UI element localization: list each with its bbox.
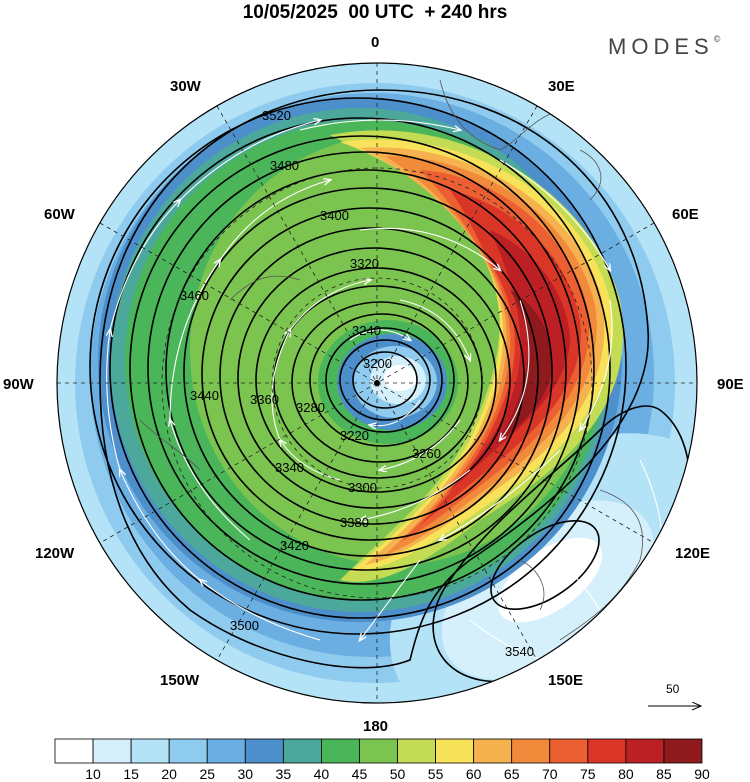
contour-label: 3260 [412,446,441,461]
colorbar-tick-label: 15 [123,766,139,782]
brand-name: MODES [608,34,714,59]
contour-label: 3420 [280,538,309,553]
copyright-mark: © [713,34,721,44]
contour-label: 3380 [340,515,369,530]
contour-label: 3300 [348,480,377,495]
colorbar-swatch [663,738,703,764]
lon-label-90w: 90W [3,376,34,393]
colorbar-swatch [282,738,322,764]
contour-label: 3500 [230,618,259,633]
colorbar-tick-label: 55 [427,766,444,782]
colorbar-swatch [587,738,627,764]
lon-label-120e: 120E [675,545,711,562]
colorbar [54,738,703,764]
colorbar-swatch [473,738,513,764]
colorbar-swatch [206,738,246,764]
height-contours [89,89,691,683]
contour-label: 3440 [190,388,219,403]
colorbar-swatch [130,738,170,764]
colorbar-tick-label: 65 [503,766,520,782]
lon-label-120w: 120W [35,545,75,562]
colorbar-swatch [625,738,665,764]
contour-label: 3520 [262,108,291,123]
colorbar-swatch [549,738,589,764]
contour-label: 3220 [340,428,369,443]
contour-label: 3240 [352,323,381,338]
contour-label: 3280 [296,400,325,415]
colorbar-swatch [321,738,360,764]
colorbar-swatch [397,738,436,764]
colorbar-tick-label: 50 [389,766,406,782]
contour-label: 3340 [275,460,304,475]
lon-label-90e: 90E [717,376,744,393]
north-pole-marker [374,380,380,386]
lon-label-30w: 30W [170,78,201,95]
colorbar-tick-label: 70 [541,766,558,782]
lon-label-60w: 60W [44,206,75,223]
colorbar-swatch [244,738,284,764]
lon-label-30e: 30E [548,78,575,95]
lon-label-150e: 150E [548,672,584,689]
coastlines [139,79,643,641]
colorbar-tick-label: 40 [313,766,330,782]
colorbar-swatch [435,738,475,764]
wind-streamlines [107,120,663,670]
contour-label: 3400 [320,208,349,223]
contour-label: 3320 [350,256,379,271]
colorbar-tick-label: 10 [85,766,101,782]
colorbar-tick-label: 25 [199,766,216,782]
colorbar-swatch [92,738,132,764]
colorbar-tick-label: 35 [275,766,292,782]
colorbar-tick-label: 75 [580,766,596,782]
map-border [56,62,698,704]
reference-vector-label: 50 [666,682,680,696]
contour-label-layer: 3200 3220 3240 3260 3280 3300 3320 3340 … [180,108,534,659]
brand-logo: MODES© [608,34,720,60]
lon-label-0: 0 [371,34,380,51]
colorbar-tick-label: 80 [618,766,634,782]
colorbar-tick-label: 85 [656,766,672,782]
colorbar-tick-label: 30 [237,766,254,782]
contour-label: 3540 [505,644,534,659]
colorbar-tick-label: 60 [465,766,482,782]
map-title: 10/05/2025 00 UTC + 240 hrs [242,2,508,23]
contour-label: 3360 [250,392,279,407]
lon-label-60e: 60E [672,206,699,223]
colorbar-tick-label: 20 [161,766,177,782]
colorbar-swatch [54,738,94,764]
colorbar-swatch [168,738,208,764]
contour-label: 3480 [270,158,299,173]
colorbar-swatch [359,738,398,764]
colorbar-tick-label: 90 [694,766,710,782]
colorbar-tick-label: 45 [351,766,368,782]
contour-label: 3200 [363,356,392,371]
lon-label-180: 180 [363,718,389,735]
colorbar-swatch [511,738,551,764]
contour-label: 3460 [180,288,209,303]
lon-label-150w: 150W [160,672,200,689]
